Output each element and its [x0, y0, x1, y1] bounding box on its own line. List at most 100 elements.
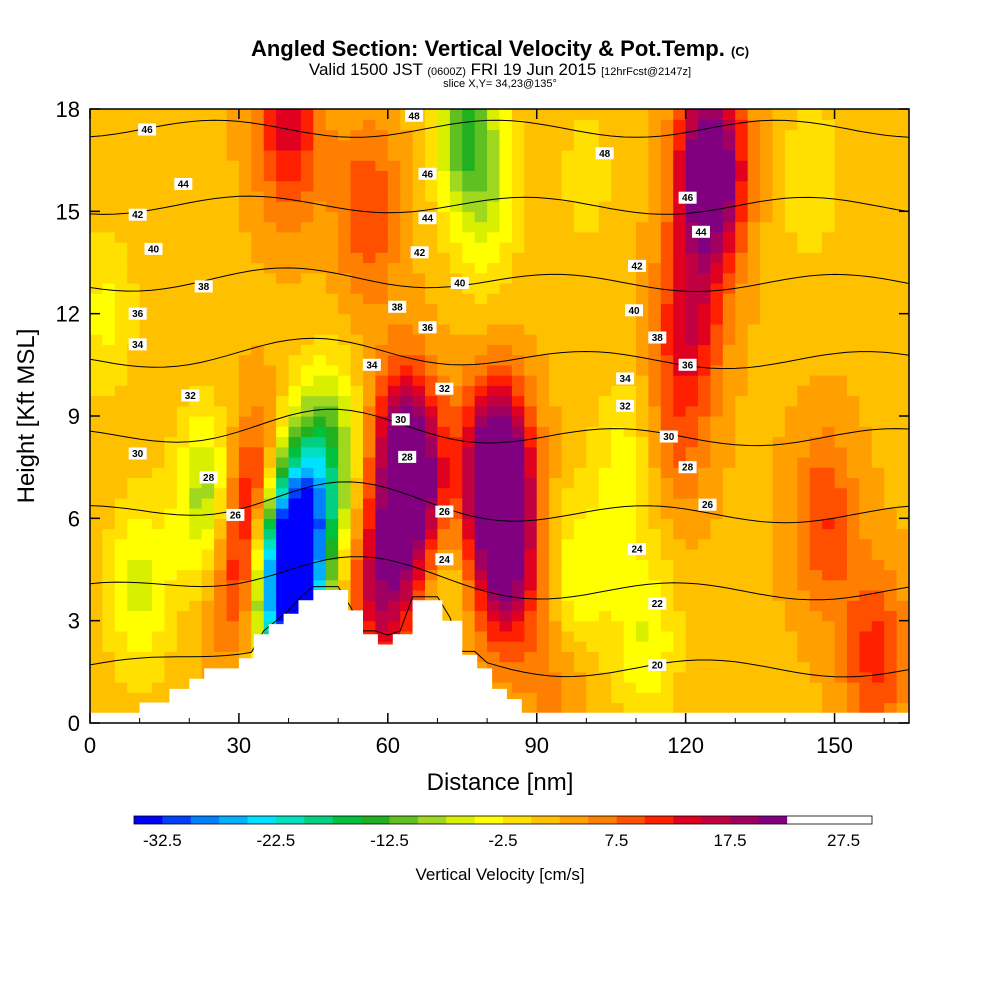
velocity-cell — [573, 109, 587, 120]
velocity-cell — [214, 282, 228, 294]
velocity-cell — [487, 549, 501, 560]
velocity-cell — [636, 129, 650, 141]
isotherm-label-bg — [226, 508, 245, 521]
velocity-cell — [226, 354, 240, 366]
velocity-cell — [437, 600, 451, 612]
velocity-cell — [722, 139, 736, 151]
velocity-cell — [896, 579, 909, 591]
velocity-cell — [350, 282, 364, 294]
velocity-cell — [561, 364, 575, 376]
velocity-cell — [102, 201, 116, 212]
velocity-cell — [201, 344, 215, 356]
velocity-cell — [623, 201, 637, 212]
velocity-cell — [884, 610, 898, 622]
velocity-cell — [660, 149, 674, 161]
velocity-cell — [648, 170, 662, 182]
isotherm-label: 40 — [628, 306, 640, 317]
velocity-cell — [784, 190, 798, 202]
velocity-cell — [102, 446, 116, 458]
velocity-cell — [561, 201, 575, 212]
velocity-cell — [896, 589, 909, 601]
velocity-cell — [511, 252, 525, 264]
velocity-cell — [760, 610, 774, 622]
velocity-cell — [487, 272, 501, 284]
velocity-cell — [487, 375, 501, 386]
velocity-cell — [164, 538, 178, 550]
velocity-cell — [673, 313, 687, 325]
velocity-cell — [176, 600, 190, 612]
velocity-cell — [139, 692, 153, 704]
y-tick-label: 15 — [56, 199, 80, 224]
velocity-cell — [598, 211, 612, 223]
velocity-cell — [313, 293, 327, 305]
velocity-cell — [859, 262, 873, 274]
velocity-cell — [685, 497, 699, 509]
velocity-cell — [623, 170, 637, 182]
velocity-cell — [896, 477, 909, 489]
velocity-cell — [313, 180, 327, 192]
velocity-cell — [586, 661, 600, 673]
velocity-cell — [648, 303, 662, 315]
velocity-cell — [896, 139, 909, 151]
velocity-cell — [549, 293, 563, 305]
velocity-cell — [474, 293, 488, 305]
velocity-cell — [288, 559, 302, 571]
velocity-cell — [437, 262, 451, 274]
velocity-cell — [499, 201, 513, 212]
velocity-cell — [238, 344, 252, 356]
velocity-cell — [449, 385, 463, 397]
velocity-cell — [536, 600, 550, 612]
velocity-cell — [524, 559, 538, 571]
velocity-cell — [598, 272, 612, 284]
velocity-cell — [462, 170, 476, 182]
velocity-cell — [524, 456, 538, 468]
velocity-cell — [226, 119, 240, 131]
velocity-cell — [636, 211, 650, 223]
velocity-cell — [549, 436, 563, 448]
velocity-cell — [499, 231, 513, 243]
velocity-cell — [176, 426, 190, 438]
velocity-cell — [449, 221, 463, 233]
velocity-cell — [611, 661, 625, 673]
velocity-cell — [772, 344, 786, 356]
velocity-cell — [487, 334, 501, 345]
velocity-cell — [784, 252, 798, 264]
velocity-cell — [375, 323, 389, 335]
velocity-cell — [722, 221, 736, 233]
isotherm-label-bg — [450, 277, 469, 289]
velocity-cell — [698, 334, 712, 345]
velocity-cell — [660, 692, 674, 704]
velocity-cell — [189, 497, 203, 509]
velocity-cell — [189, 211, 203, 223]
velocity-cell — [871, 242, 885, 253]
velocity-cell — [511, 589, 525, 601]
velocity-cell — [164, 456, 178, 468]
isotherm-label-bg — [418, 321, 437, 334]
velocity-cell — [884, 589, 898, 601]
velocity-cell — [226, 661, 240, 673]
velocity-cell — [164, 303, 178, 315]
velocity-cell — [400, 589, 414, 601]
velocity-cell — [226, 303, 240, 315]
velocity-cell — [300, 549, 314, 560]
velocity-cell — [660, 518, 674, 530]
velocity-cell — [238, 467, 252, 478]
velocity-cell — [524, 405, 538, 417]
velocity-cell — [90, 549, 104, 560]
velocity-cell — [636, 313, 650, 325]
velocity-cell — [363, 569, 377, 581]
velocity-cell — [313, 313, 327, 325]
velocity-cell — [809, 282, 823, 294]
velocity-cell — [598, 436, 612, 448]
velocity-cell — [896, 119, 909, 131]
velocity-cell — [884, 579, 898, 591]
velocity-cell — [201, 293, 215, 305]
velocity-cell — [611, 477, 625, 489]
velocity-cell — [499, 323, 513, 335]
velocity-cell — [549, 538, 563, 550]
velocity-cell — [214, 221, 228, 233]
velocity-cell — [474, 528, 488, 540]
velocity-cell — [499, 180, 513, 192]
velocity-cell — [623, 641, 637, 652]
velocity-cell — [648, 262, 662, 274]
